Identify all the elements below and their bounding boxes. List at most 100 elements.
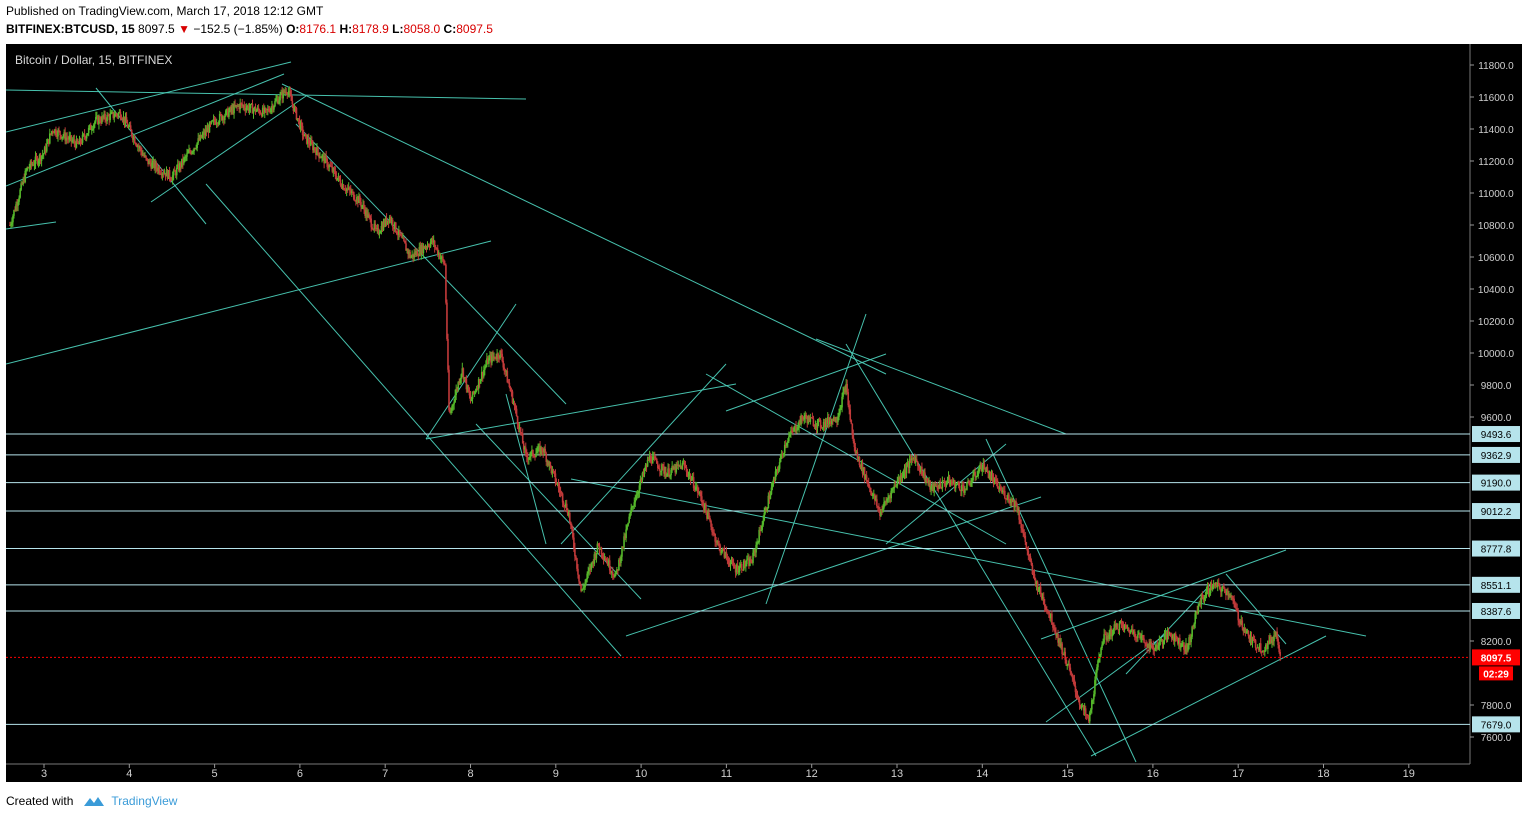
- candle-body: [464, 377, 467, 379]
- candle-body: [232, 107, 234, 114]
- candle-body: [728, 562, 731, 566]
- candle-body: [816, 420, 819, 428]
- candle-body: [619, 559, 621, 564]
- candle-body: [111, 111, 114, 113]
- candle-body: [85, 135, 88, 139]
- candle-body: [646, 459, 649, 467]
- candle-body: [1130, 629, 1133, 631]
- candle-body: [647, 459, 650, 461]
- candle-body: [1115, 623, 1118, 628]
- candle-body: [338, 176, 341, 180]
- candle-body: [652, 456, 655, 458]
- candle-body: [330, 166, 333, 168]
- candle-body: [530, 451, 532, 457]
- candle-body: [1049, 613, 1051, 619]
- candle-body: [822, 421, 825, 428]
- tradingview-link[interactable]: TradingView: [111, 794, 178, 808]
- candle-body: [154, 162, 157, 169]
- candle-body: [566, 511, 569, 516]
- trend-line: [425, 303, 517, 440]
- candle-body: [1051, 613, 1053, 625]
- candle-body: [924, 472, 926, 482]
- candle-body: [620, 556, 622, 564]
- candle-body: [218, 113, 221, 123]
- candle-body: [1019, 519, 1021, 524]
- candle-body: [56, 134, 58, 137]
- candle-body: [212, 118, 215, 121]
- candle-body: [354, 199, 356, 201]
- candle-body: [176, 164, 179, 168]
- candle-body: [76, 139, 79, 143]
- candle-body: [550, 465, 553, 473]
- candle-body: [1225, 593, 1227, 596]
- level-tag: [1472, 576, 1520, 593]
- candle-body: [471, 391, 474, 400]
- candle-body: [575, 556, 577, 559]
- price-chart[interactable]: 9493.6 9362.9 9190.0 9012.2 8777.8 8551.1 8387…: [6, 44, 1522, 782]
- candle-body: [146, 158, 148, 160]
- close-value: 8097.5: [456, 22, 493, 36]
- candle-body: [819, 420, 822, 428]
- candle-body: [58, 130, 60, 132]
- candle-body: [715, 541, 717, 543]
- candle-body: [1251, 638, 1254, 643]
- candle-body: [774, 471, 777, 480]
- chart-area[interactable]: 9493.6 9362.9 9190.0 9012.2 8777.8 8551.1 8387…: [6, 44, 1522, 782]
- candle-body: [429, 242, 432, 247]
- candle-body: [1117, 629, 1120, 631]
- candle-body: [14, 210, 16, 212]
- candle-body: [100, 121, 102, 123]
- candle-body: [194, 148, 196, 150]
- candle-body: [854, 447, 857, 454]
- candle-body: [134, 143, 137, 145]
- candle-body: [1266, 644, 1268, 649]
- candle-body: [452, 404, 454, 406]
- candle-body: [1230, 595, 1232, 597]
- candle-body: [1091, 700, 1093, 710]
- candle-body: [736, 565, 739, 573]
- candle-body: [704, 503, 706, 510]
- candle-body: [603, 558, 606, 560]
- candle-body: [946, 481, 949, 483]
- candle-body: [1173, 633, 1176, 642]
- candle-body: [1235, 607, 1237, 609]
- candle-body: [593, 554, 596, 564]
- candle-body: [359, 196, 361, 202]
- candle-body: [433, 240, 436, 248]
- candle-body: [613, 575, 615, 578]
- candle-body: [812, 418, 815, 427]
- candle-body: [1139, 632, 1141, 639]
- candle-body: [90, 129, 93, 131]
- candle-body: [564, 503, 567, 507]
- candle-body: [1278, 645, 1280, 652]
- candle-body: [87, 127, 90, 134]
- candle-body: [319, 157, 321, 159]
- candle-body: [535, 453, 537, 457]
- candle-body: [1211, 586, 1214, 589]
- candle-body: [151, 162, 153, 169]
- candle-body: [107, 114, 109, 116]
- candle-body: [42, 153, 45, 155]
- candle-body: [327, 166, 330, 168]
- candle-body: [126, 123, 129, 128]
- candle-body: [1179, 637, 1181, 647]
- candle-body: [980, 463, 983, 472]
- candle-body: [116, 114, 119, 116]
- candle-body: [1237, 610, 1239, 621]
- candle-body: [1240, 620, 1243, 624]
- candle-body: [508, 382, 511, 387]
- candle-body: [404, 240, 406, 244]
- candle-body: [269, 110, 271, 113]
- trend-line: [625, 496, 1042, 637]
- candle-body: [467, 385, 470, 392]
- candle-body: [326, 158, 328, 167]
- candle-body: [60, 135, 62, 139]
- trend-line: [985, 438, 1137, 763]
- candle-body: [519, 427, 522, 434]
- x-tick-label: 14: [976, 768, 988, 780]
- candle-body: [224, 115, 226, 121]
- candle-body: [298, 119, 301, 129]
- candle-body: [521, 433, 524, 444]
- candle-body: [64, 132, 66, 141]
- candle-body: [541, 447, 543, 452]
